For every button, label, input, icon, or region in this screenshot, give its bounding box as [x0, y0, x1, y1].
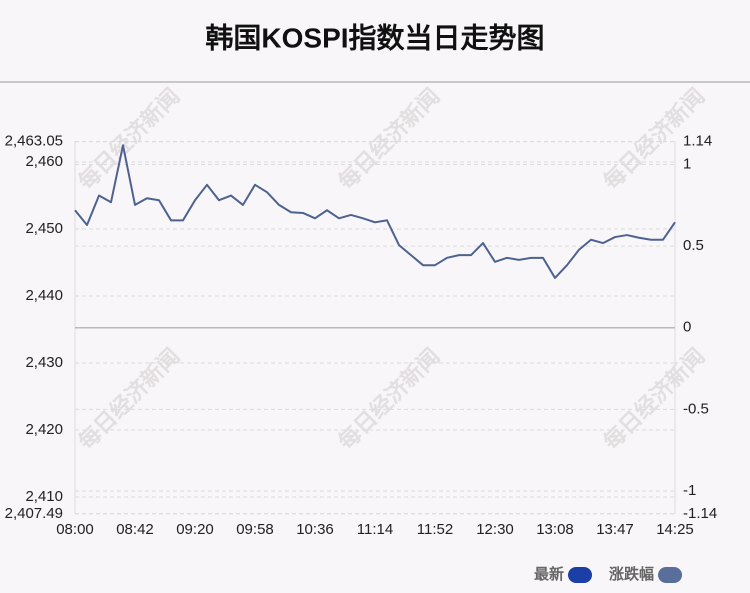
y2-tick-label: -1.14: [683, 505, 717, 522]
price-line: [74, 144, 676, 279]
y-tick-label: 2,407.49: [5, 505, 63, 522]
y-tick-label: 2,430: [25, 354, 63, 371]
y2-tick-label: 0.5: [683, 237, 704, 254]
x-tick-label: 13:47: [596, 521, 634, 538]
y-tick-label: 2,410: [25, 488, 63, 505]
y-tick-label: 2,463.05: [5, 133, 63, 150]
watermark: 每日经济新闻: [333, 343, 445, 455]
legend-swatch: [568, 567, 593, 583]
y2-tick-label: 0: [683, 319, 691, 336]
watermark: 每日经济新闻: [598, 343, 710, 455]
y-tick-label: 2,420: [25, 421, 63, 438]
legend-label: 涨跌幅: [609, 565, 654, 583]
y-tick-label: 2,450: [25, 220, 63, 237]
x-tick-label: 08:00: [56, 521, 94, 538]
watermark: 每日经济新闻: [73, 343, 185, 455]
x-tick-label: 12:30: [476, 521, 514, 538]
x-tick-label: 09:58: [236, 521, 274, 538]
x-tick-label: 10:36: [296, 521, 334, 538]
y2-tick-label: 1: [683, 155, 691, 172]
y-tick-label: 2,460: [25, 153, 63, 170]
x-tick-label: 14:25: [656, 521, 694, 538]
x-tick-label: 11:52: [417, 521, 453, 538]
y-tick-label: 2,440: [25, 287, 63, 304]
y2-tick-label: -1: [683, 482, 696, 499]
x-tick-label: 13:08: [536, 521, 574, 538]
chart-title: 韩国KOSPI指数当日走势图: [205, 22, 544, 53]
x-tick-label: 09:20: [176, 521, 214, 538]
y2-tick-label: 1.14: [683, 133, 712, 150]
x-tick-label: 08:42: [116, 521, 154, 538]
legend-label: 最新: [534, 565, 564, 583]
y2-tick-label: -0.5: [683, 400, 709, 417]
legend-swatch: [658, 567, 683, 583]
x-tick-label: 11:14: [357, 521, 393, 538]
watermark: 每日经济新闻: [333, 83, 445, 195]
